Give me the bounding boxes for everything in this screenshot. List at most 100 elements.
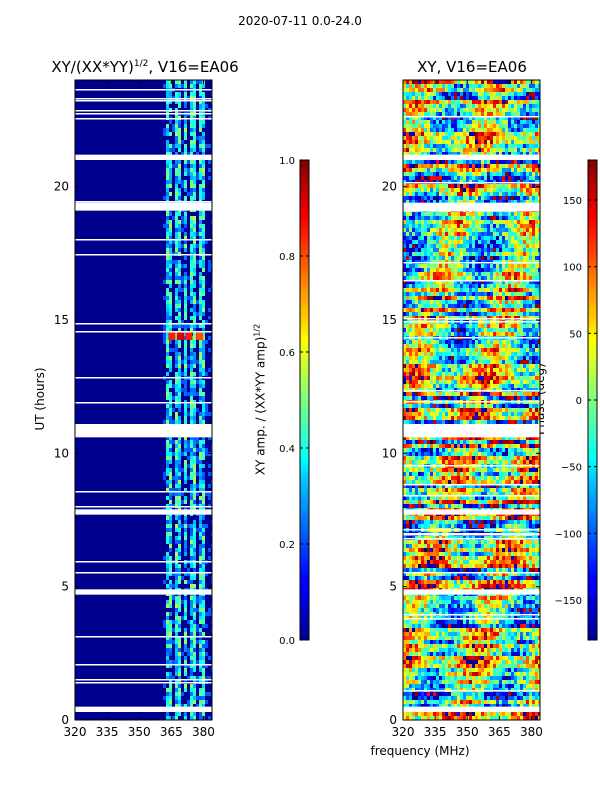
- left-heat-cell: [199, 604, 202, 608]
- right-heat-cell: [409, 248, 412, 252]
- right-heat-cell: [493, 168, 496, 172]
- right-heat-cell: [529, 100, 532, 104]
- right-heat-cell: [526, 340, 529, 344]
- right-heat-cell: [520, 200, 523, 204]
- right-heat-cell: [436, 160, 439, 164]
- right-heat-cell: [529, 300, 532, 304]
- right-heat-cell: [424, 356, 427, 360]
- left-heat-cell: [199, 304, 202, 308]
- right-heat-cell: [433, 116, 436, 120]
- right-heat-cell: [520, 352, 523, 356]
- right-heat-cell: [472, 172, 475, 176]
- right-heat-cell: [529, 176, 532, 180]
- left-heat-cell: [196, 484, 199, 488]
- right-heat-cell: [535, 200, 538, 204]
- right-heat-cell: [439, 292, 442, 296]
- right-heat-cell: [508, 88, 511, 92]
- left-heat-cell: [169, 276, 172, 280]
- left-heat-cell: [193, 228, 196, 232]
- left-heat-cell: [175, 536, 178, 540]
- right-heat-cell: [454, 332, 457, 336]
- left-heat-cell: [169, 472, 172, 476]
- right-heat-cell: [526, 284, 529, 288]
- left-heat-cell: [193, 372, 196, 376]
- left-heat-cell: [169, 100, 172, 104]
- left-heat-cell: [190, 416, 193, 420]
- right-heat-cell: [517, 300, 520, 304]
- right-heat-cell: [406, 160, 409, 164]
- right-heat-cell: [421, 328, 424, 332]
- right-heat-cell: [478, 80, 481, 84]
- left-heat-cell: [202, 444, 205, 448]
- left-heat-cell: [208, 144, 211, 148]
- right-heat-cell: [460, 308, 463, 312]
- right-heat-cell: [487, 292, 490, 296]
- right-heat-cell: [484, 276, 487, 280]
- right-heat-cell: [430, 112, 433, 116]
- right-heat-cell: [445, 312, 448, 316]
- right-heat-cell: [436, 96, 439, 100]
- right-heat-cell: [421, 164, 424, 168]
- left-heat-cell: [178, 684, 181, 688]
- left-heat-cell: [178, 496, 181, 500]
- left-heat-cell: [181, 288, 184, 292]
- right-heat-cell: [469, 144, 472, 148]
- right-heat-cell: [463, 152, 466, 156]
- right-heat-cell: [445, 368, 448, 372]
- right-heat-cell: [535, 136, 538, 140]
- right-heat-cell: [499, 300, 502, 304]
- right-heat-cell: [457, 300, 460, 304]
- left-heat-cell: [196, 596, 199, 600]
- left-heat-cell: [166, 484, 169, 488]
- left-heat-cell: [193, 600, 196, 604]
- right-heat-cell: [499, 172, 502, 176]
- right-heat-cell: [505, 284, 508, 288]
- right-heat-cell: [493, 136, 496, 140]
- right-heat-cell: [487, 228, 490, 232]
- right-heat-cell: [526, 352, 529, 356]
- right-heat-cell: [490, 124, 493, 128]
- left-heat-cell: [202, 172, 205, 176]
- right-heat-cell: [430, 100, 433, 104]
- right-heat-cell: [421, 300, 424, 304]
- right-heat-cell: [433, 356, 436, 360]
- right-heat-cell: [523, 124, 526, 128]
- right-heat-cell: [403, 296, 406, 300]
- right-heat-cell: [421, 84, 424, 88]
- right-heat-cell: [427, 256, 430, 260]
- left-heat-cell: [193, 392, 196, 396]
- right-heat-cell: [538, 124, 540, 128]
- right-heat-cell: [403, 188, 406, 192]
- left-heat-cell: [202, 184, 205, 188]
- right-heat-cell: [475, 160, 478, 164]
- left-heat-cell: [193, 300, 196, 304]
- right-heat-cell: [436, 80, 439, 84]
- left-heat-cell: [175, 304, 178, 308]
- right-heat-cell: [529, 104, 532, 108]
- right-heat-cell: [511, 360, 514, 364]
- right-heat-cell: [499, 280, 502, 284]
- right-heat-cell: [445, 356, 448, 360]
- right-heat-cell: [433, 192, 436, 196]
- right-heat-cell: [478, 292, 481, 296]
- right-heat-cell: [472, 136, 475, 140]
- right-heat-cell: [427, 296, 430, 300]
- left-heat-cell: [184, 544, 187, 548]
- left-heat-cell: [178, 80, 181, 84]
- left-heat-cell: [193, 440, 196, 444]
- right-heat-cell: [424, 188, 427, 192]
- right-heat-cell: [493, 228, 496, 232]
- right-heat-cell: [484, 340, 487, 344]
- right-heat-cell: [493, 116, 496, 120]
- right-heat-cell: [535, 252, 538, 256]
- right-heat-cell: [415, 324, 418, 328]
- right-heat-cell: [418, 144, 421, 148]
- right-heat-cell: [469, 104, 472, 108]
- right-heat-cell: [508, 272, 511, 276]
- right-heat-cell: [463, 312, 466, 316]
- right-heat-cell: [421, 248, 424, 252]
- left-heat-cell: [190, 580, 193, 584]
- right-heat-cell: [487, 100, 490, 104]
- left-heat-cell: [202, 648, 205, 652]
- right-heat-cell: [412, 308, 415, 312]
